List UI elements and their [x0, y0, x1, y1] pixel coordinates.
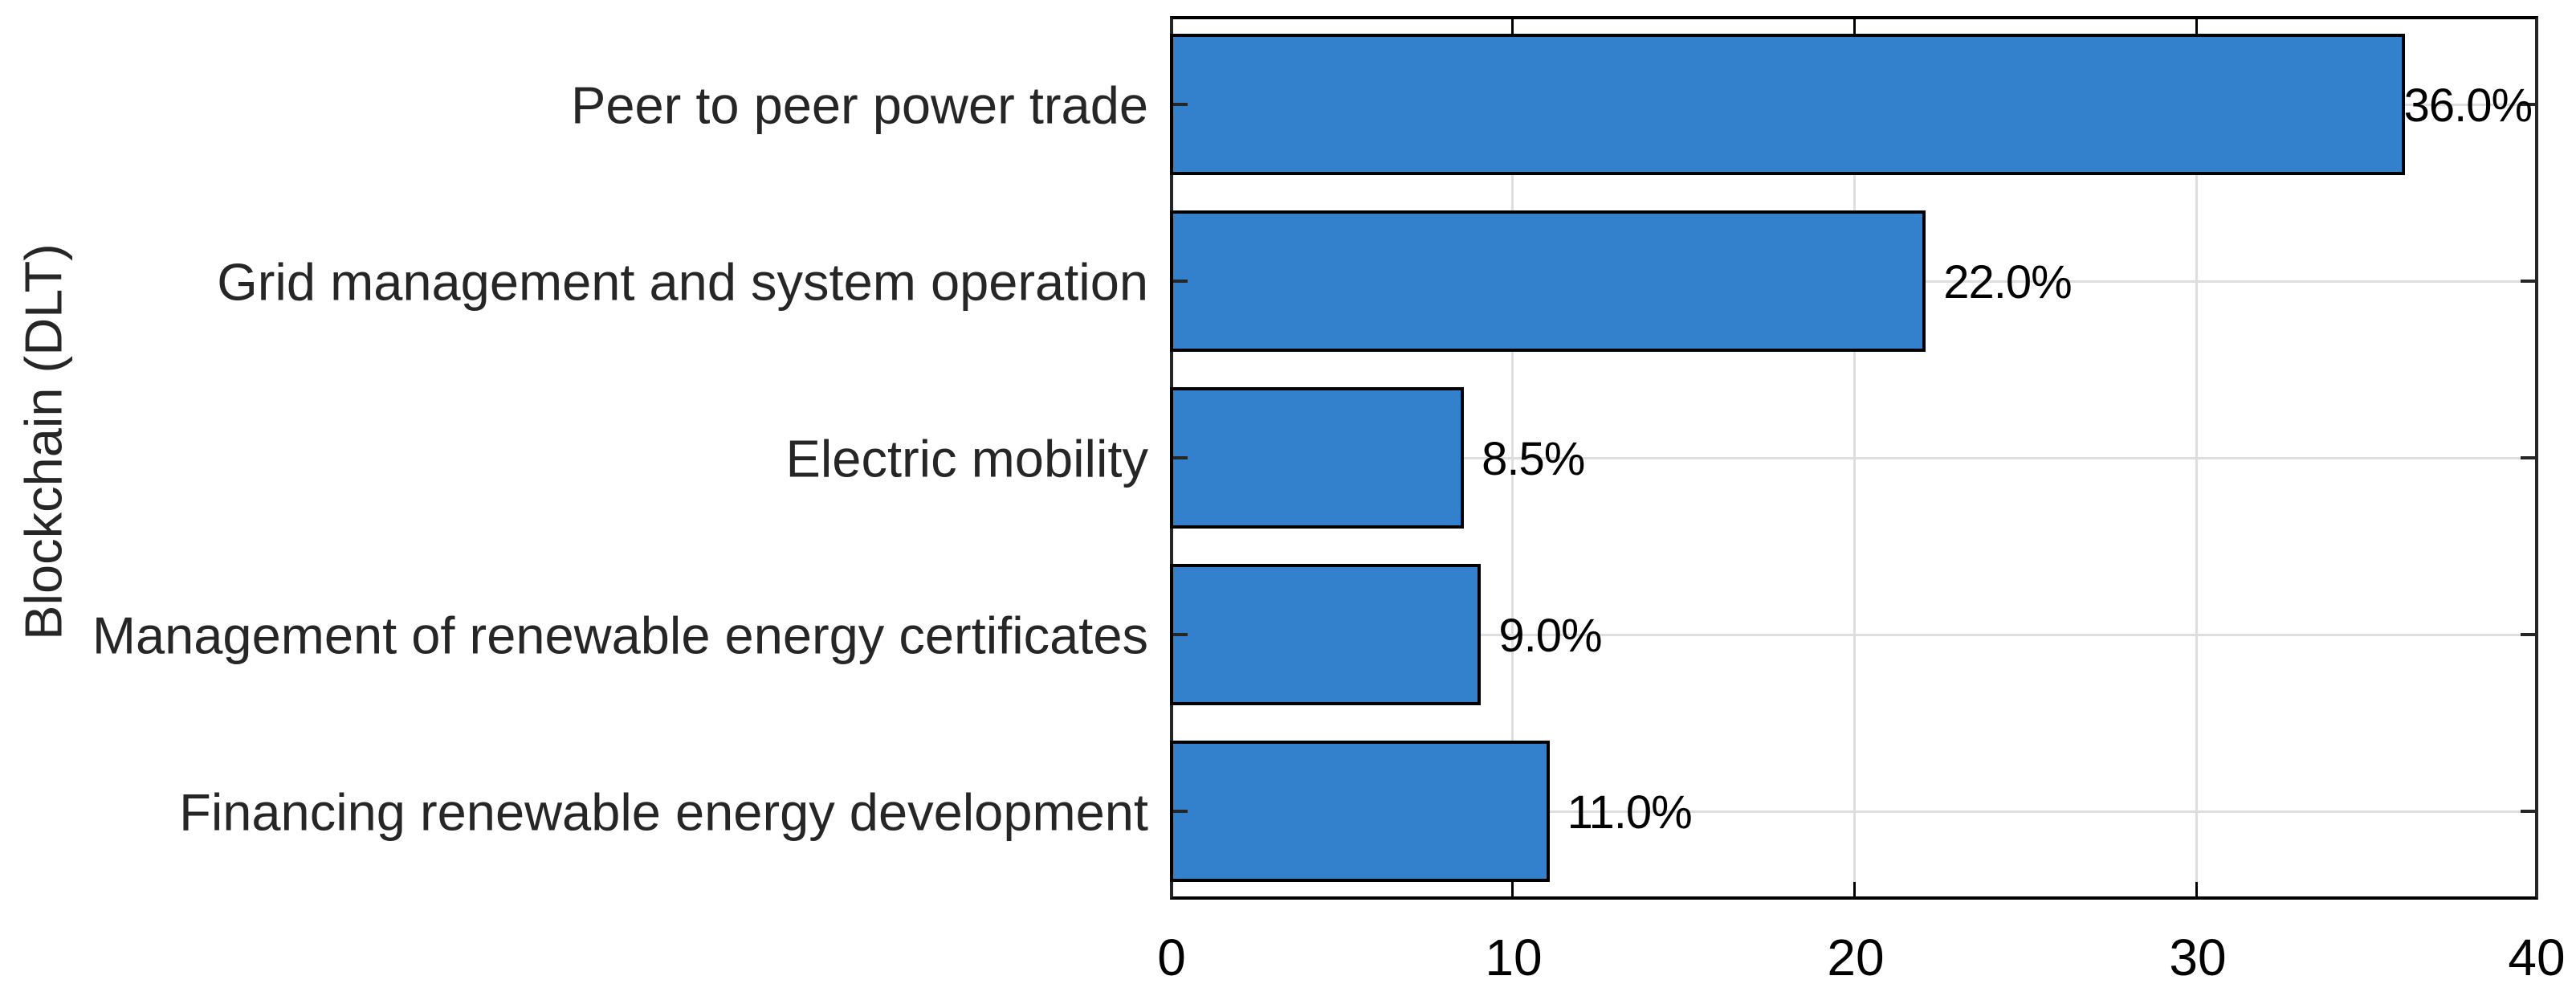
grid-line-horizontal — [1173, 457, 2535, 459]
y-tick-label: Financing renewable energy development — [179, 782, 1148, 842]
x-tick-label: 10 — [1485, 929, 1543, 986]
grid-line-horizontal — [1173, 810, 2535, 813]
y-tick-mark — [2521, 456, 2535, 459]
plot-area — [1170, 16, 2538, 900]
y-tick-label: Management of renewable energy certifica… — [92, 606, 1148, 665]
y-tick-mark — [2521, 810, 2535, 813]
y-tick-mark — [2521, 633, 2535, 636]
bar — [1170, 210, 1926, 352]
x-tick-mark — [1511, 882, 1514, 896]
x-tick-mark — [1511, 19, 1514, 34]
bar — [1170, 34, 2405, 175]
x-tick-mark — [2195, 882, 2198, 896]
grid-line-horizontal — [1173, 634, 2535, 636]
bar-value-label: 22.0% — [1943, 256, 2072, 308]
bar-value-label: 9.0% — [1498, 610, 1602, 662]
x-tick-label: 40 — [2508, 929, 2566, 986]
y-tick-mark — [2521, 280, 2535, 283]
y-tick-label: Grid management and system operation — [217, 252, 1148, 312]
y-tick-label: Electric mobility — [785, 429, 1148, 488]
x-tick-label: 30 — [2169, 929, 2227, 986]
bar-value-label: 36.0% — [2403, 80, 2533, 132]
bar — [1170, 564, 1482, 705]
bar-value-label: 8.5% — [1482, 433, 1585, 485]
y-tick-mark — [1173, 280, 1188, 283]
x-tick-mark — [1853, 19, 1856, 34]
y-tick-mark — [1173, 456, 1188, 459]
x-tick-label: 20 — [1827, 929, 1885, 986]
y-tick-mark — [1173, 810, 1188, 813]
bar-value-label: 11.0% — [1567, 786, 1693, 839]
bar — [1170, 387, 1465, 529]
y-tick-mark — [2521, 103, 2535, 106]
x-tick-mark — [2195, 19, 2198, 34]
y-tick-mark — [1173, 103, 1188, 106]
y-axis-label: Blockchain (DLT) — [14, 243, 73, 640]
y-tick-label: Peer to peer power trade — [570, 76, 1148, 135]
x-tick-mark — [1853, 882, 1856, 896]
x-tick-label: 0 — [1157, 929, 1186, 986]
y-tick-mark — [1173, 633, 1188, 636]
bar — [1170, 741, 1550, 882]
